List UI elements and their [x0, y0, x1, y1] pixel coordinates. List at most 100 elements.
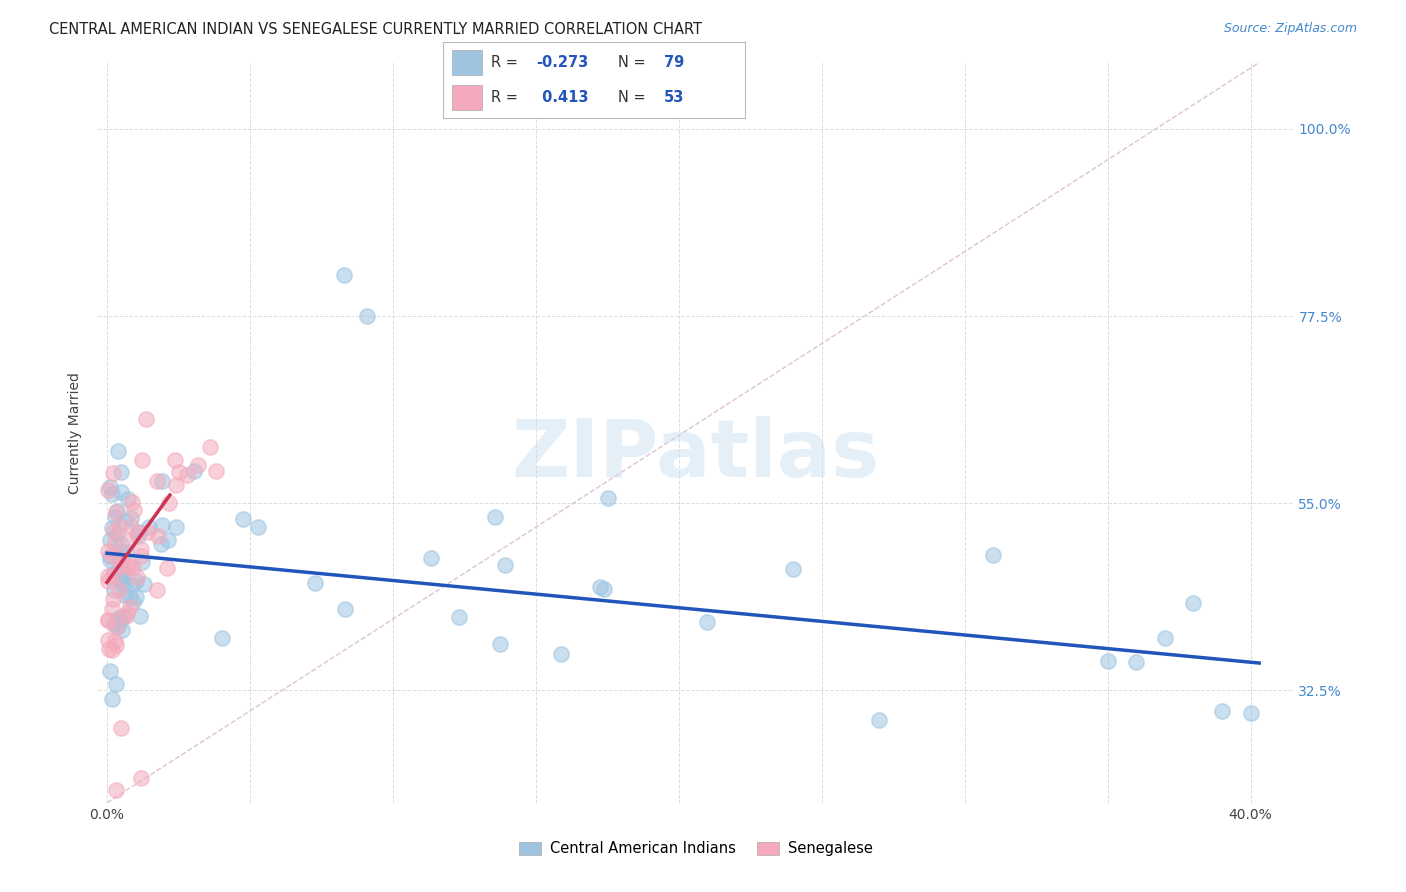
- Point: [111, 623, 134, 637]
- Point: [101, 569, 124, 583]
- Point: [108, 550, 131, 565]
- Text: 0.413: 0.413: [537, 90, 588, 105]
- Point: [127, 570, 149, 584]
- Point: [420, 550, 443, 565]
- Point: [105, 620, 128, 634]
- Point: [105, 526, 128, 541]
- Point: [128, 524, 150, 539]
- Point: [97, 544, 120, 558]
- Point: [112, 588, 135, 602]
- Point: [104, 505, 127, 519]
- Text: N =: N =: [619, 54, 651, 70]
- Point: [110, 465, 132, 479]
- Point: [121, 495, 143, 509]
- Point: [138, 519, 160, 533]
- FancyBboxPatch shape: [451, 85, 482, 111]
- Point: [98, 553, 121, 567]
- Point: [115, 545, 138, 559]
- Point: [187, 458, 209, 472]
- Point: [981, 548, 1004, 562]
- Point: [782, 561, 804, 575]
- FancyBboxPatch shape: [451, 50, 482, 75]
- Point: [356, 309, 378, 323]
- Point: [134, 577, 156, 591]
- Point: [115, 606, 138, 620]
- Point: [103, 467, 125, 481]
- Point: [118, 600, 141, 615]
- Point: [150, 474, 173, 488]
- Point: [167, 465, 190, 479]
- Point: [1097, 654, 1119, 668]
- Point: [146, 474, 169, 488]
- Point: [165, 520, 187, 534]
- Point: [100, 521, 122, 535]
- Point: [117, 560, 139, 574]
- Point: [211, 631, 233, 645]
- Text: CENTRAL AMERICAN INDIAN VS SENEGALESE CURRENTLY MARRIED CORRELATION CHART: CENTRAL AMERICAN INDIAN VS SENEGALESE CU…: [49, 22, 702, 37]
- Point: [165, 478, 187, 492]
- Point: [110, 721, 132, 735]
- Point: [108, 583, 131, 598]
- Point: [696, 615, 718, 629]
- Text: -0.273: -0.273: [537, 54, 589, 70]
- Point: [103, 524, 125, 539]
- Point: [157, 533, 180, 547]
- Point: [98, 664, 121, 678]
- Point: [114, 514, 136, 528]
- Text: Source: ZipAtlas.com: Source: ZipAtlas.com: [1223, 22, 1357, 36]
- Point: [122, 595, 145, 609]
- Point: [110, 566, 132, 581]
- Point: [176, 467, 198, 482]
- Point: [1182, 596, 1205, 610]
- Point: [125, 525, 148, 540]
- Point: [107, 619, 129, 633]
- Point: [103, 617, 125, 632]
- Point: [114, 562, 136, 576]
- Point: [108, 562, 131, 576]
- Point: [108, 519, 131, 533]
- Point: [204, 465, 226, 479]
- Point: [129, 542, 152, 557]
- Point: [125, 591, 148, 605]
- Point: [1239, 706, 1261, 720]
- Point: [596, 491, 619, 505]
- Point: [304, 575, 326, 590]
- Point: [121, 578, 143, 592]
- Point: [104, 510, 127, 524]
- Point: [108, 575, 131, 590]
- Point: [183, 464, 205, 478]
- Point: [111, 575, 134, 590]
- Text: 79: 79: [664, 54, 683, 70]
- Point: [198, 441, 221, 455]
- Point: [124, 503, 146, 517]
- Point: [131, 555, 153, 569]
- Point: [155, 561, 177, 575]
- Point: [107, 443, 129, 458]
- Point: [101, 591, 124, 606]
- Point: [146, 583, 169, 598]
- Point: [104, 676, 127, 690]
- Point: [107, 504, 129, 518]
- Point: [489, 637, 512, 651]
- Point: [121, 511, 143, 525]
- Point: [232, 512, 254, 526]
- Point: [129, 609, 152, 624]
- Point: [550, 647, 572, 661]
- Point: [97, 574, 120, 588]
- Point: [1125, 655, 1147, 669]
- Point: [110, 485, 132, 500]
- Point: [148, 529, 170, 543]
- Point: [97, 613, 120, 627]
- Point: [1211, 705, 1233, 719]
- Point: [117, 491, 139, 506]
- Point: [101, 602, 124, 616]
- Text: ZIPatlas: ZIPatlas: [512, 416, 880, 494]
- Point: [108, 613, 131, 627]
- Point: [131, 549, 153, 563]
- Point: [110, 537, 132, 551]
- Point: [333, 268, 356, 282]
- Point: [163, 453, 186, 467]
- Point: [157, 496, 180, 510]
- Point: [98, 549, 121, 563]
- Point: [101, 692, 124, 706]
